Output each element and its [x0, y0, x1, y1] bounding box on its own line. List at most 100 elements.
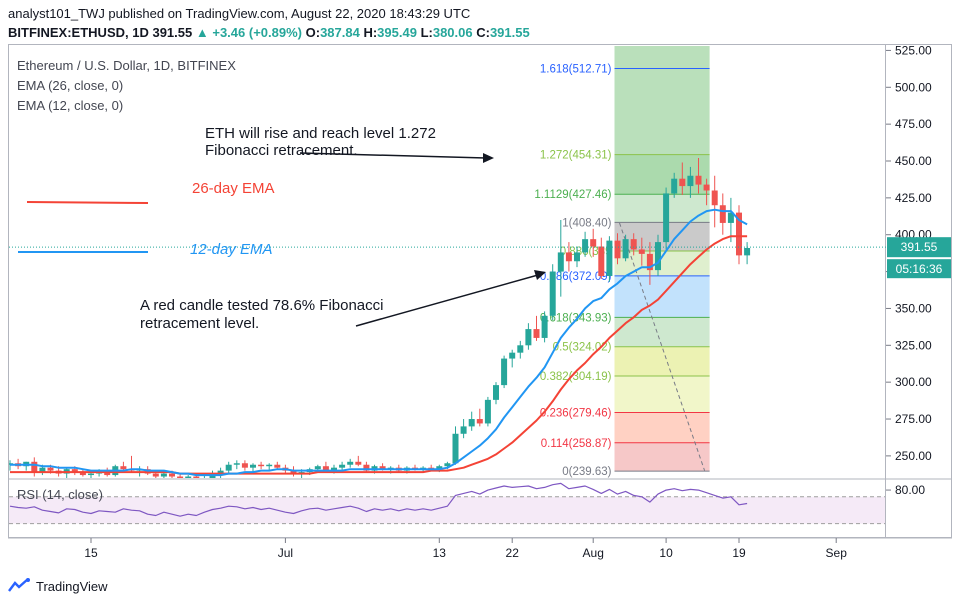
candle-down	[565, 252, 572, 262]
close-value: 391.55	[489, 25, 530, 40]
fib-band	[614, 412, 710, 443]
fib-band	[614, 154, 710, 195]
candle-up	[671, 178, 678, 194]
open-label: O:	[305, 25, 321, 40]
candle-up	[574, 252, 580, 262]
note2-arrowhead	[534, 270, 546, 280]
y-tick-label: 525.00	[895, 43, 932, 57]
candle-up	[687, 175, 694, 187]
candle-up	[160, 473, 167, 477]
high-label: H:	[363, 25, 378, 40]
candle-down	[590, 239, 597, 247]
candle-down	[363, 464, 370, 471]
candle-down	[630, 239, 637, 250]
x-tick-label: Sep	[826, 546, 848, 560]
price-change: +3.46 (+0.89%)	[212, 25, 302, 40]
candle-up	[185, 476, 192, 478]
candle-up	[582, 239, 589, 253]
candle-up	[217, 470, 224, 474]
candle-up	[727, 212, 734, 223]
fib-band	[614, 68, 710, 155]
candle-down	[193, 476, 200, 478]
candle-up	[549, 271, 556, 316]
candle-up	[493, 385, 499, 400]
candle-down	[31, 461, 38, 473]
fib-band	[614, 317, 710, 347]
fib-band	[614, 442, 710, 472]
candle-down	[169, 473, 175, 477]
note1-line2: Fibonacci retracement.	[205, 142, 358, 159]
candle-up	[525, 329, 532, 346]
candle-down	[322, 466, 329, 471]
candle-up	[663, 193, 670, 243]
candle-up	[39, 467, 46, 473]
y-tick-label: 500.00	[895, 80, 932, 94]
fib-band-top	[614, 46, 710, 69]
note2-line1: A red candle tested 78.6% Fibonacci	[140, 297, 384, 314]
candle-up	[88, 473, 94, 476]
high-value: 395.49	[377, 25, 417, 40]
y-tick-label: 250.00	[895, 449, 932, 463]
y-tick-label: 325.00	[895, 338, 932, 352]
candle-down	[736, 212, 742, 256]
price-tag-label: 391.55	[901, 240, 938, 254]
publish-info: analyst101_TWJ published on TradingView.…	[8, 6, 471, 21]
candle-down	[241, 463, 248, 468]
candle-down	[646, 253, 653, 271]
open-value: 387.84	[320, 25, 360, 40]
candle-down	[104, 472, 111, 476]
candle-up	[225, 464, 232, 471]
fib-band	[614, 194, 710, 223]
x-tick-label: Jul	[278, 546, 293, 560]
change-arrow-icon: ▲	[195, 25, 209, 40]
candle-up	[339, 464, 346, 468]
note1-line1: ETH will rise and reach level 1.272	[205, 125, 436, 142]
y-tick-label: 300.00	[895, 375, 932, 389]
fib-level-label: 1.1129(427.46)	[534, 189, 611, 201]
candle-down	[152, 473, 159, 477]
candle-up	[606, 240, 613, 277]
x-tick-label: 19	[732, 546, 746, 560]
candle-up	[250, 464, 256, 468]
y-tick-label: 275.00	[895, 412, 932, 426]
rsi-tick-label: 80.00	[895, 483, 925, 497]
tradingview-footer: TradingView	[8, 578, 108, 594]
candle-up	[517, 345, 524, 353]
price-tag-box	[887, 237, 951, 258]
candle-up	[541, 315, 548, 338]
tradingview-logo-icon	[8, 578, 30, 592]
candle-down	[695, 175, 702, 185]
candle-down	[258, 464, 265, 467]
candle-down	[679, 178, 686, 187]
low-value: 380.06	[432, 25, 473, 40]
last-price: 391.55	[152, 25, 193, 40]
y-tick-label: 450.00	[895, 154, 932, 168]
fib-level-label: 0.114(258.87)	[541, 438, 612, 450]
candle-up	[233, 463, 240, 465]
candle-down	[598, 246, 605, 277]
candle-down	[355, 461, 362, 465]
candle-up	[655, 242, 661, 271]
candle-up	[436, 466, 443, 470]
x-tick-label: Aug	[583, 546, 604, 560]
candle-down	[533, 329, 540, 338]
candles-group	[9, 158, 751, 478]
fib-band	[614, 346, 710, 376]
low-label: L:	[420, 25, 433, 40]
fib-level-label: 0.618(343.93)	[540, 312, 612, 324]
candle-up	[266, 464, 273, 467]
candle-up	[744, 247, 751, 256]
ema12-annotation: 12-day EMA	[190, 241, 273, 258]
candle-down	[71, 469, 78, 473]
candle-up	[501, 358, 508, 386]
countdown-box	[887, 259, 951, 279]
fib-level-label: 1.272(454.31)	[540, 150, 612, 162]
candle-up	[468, 419, 475, 427]
fib-level-label: 0.5(324.02)	[553, 342, 612, 354]
candle-up	[460, 426, 467, 434]
y-tick-label: 475.00	[895, 117, 932, 131]
candle-down	[719, 205, 726, 223]
ema26-line	[10, 235, 748, 475]
candle-up	[484, 399, 491, 424]
